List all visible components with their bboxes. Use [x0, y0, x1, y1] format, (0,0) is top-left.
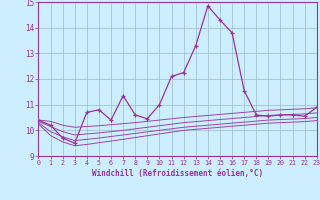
- X-axis label: Windchill (Refroidissement éolien,°C): Windchill (Refroidissement éolien,°C): [92, 169, 263, 178]
